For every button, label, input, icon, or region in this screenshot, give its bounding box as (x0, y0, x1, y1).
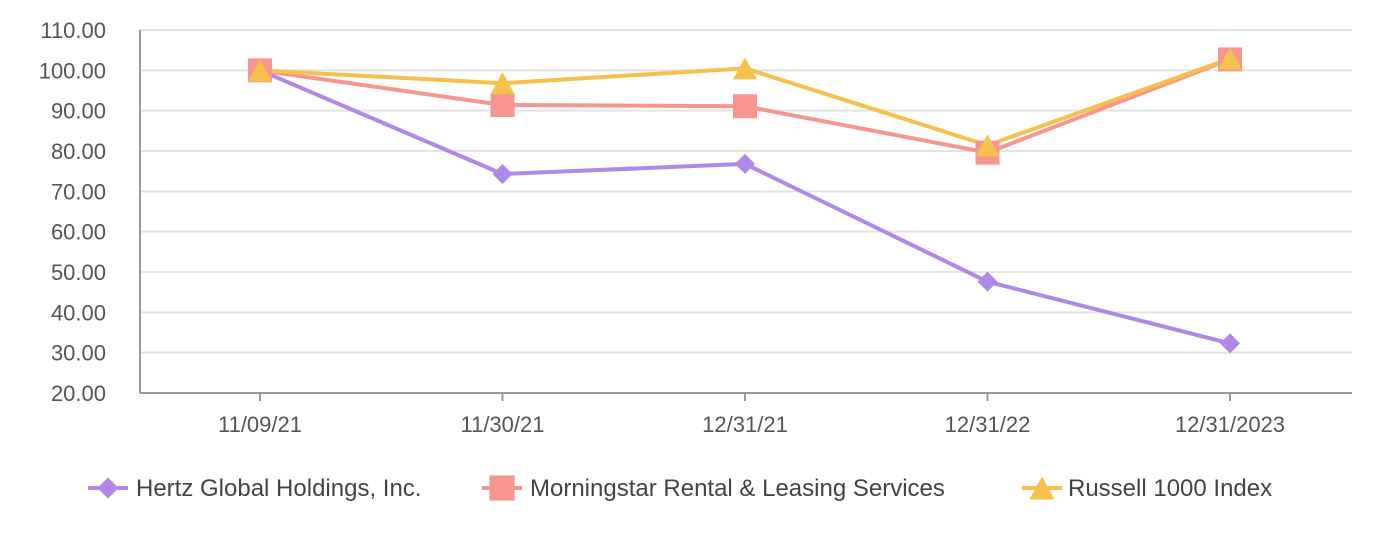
y-tick-labels: 20.00 30.00 40.00 50.00 60.00 70.00 80.00 90.00… (39, 18, 106, 406)
y-tick-label: 20.00 (51, 381, 106, 406)
data-point-marker (490, 72, 515, 95)
data-point-marker (735, 153, 755, 174)
legend-marker (489, 475, 515, 501)
y-tick-label: 60.00 (51, 220, 106, 245)
x-tick-label: 12/31/2023 (1175, 412, 1285, 437)
legend-marker (97, 477, 119, 499)
legend-label: Morningstar Rental & Leasing Services (530, 475, 945, 502)
y-tick-label: 90.00 (51, 99, 106, 124)
data-point-marker (1220, 333, 1240, 354)
y-tick-label: 110.00 (40, 18, 106, 43)
y-tick-label: 40.00 (51, 300, 106, 325)
data-point-marker (977, 271, 998, 292)
x-tick-label: 12/31/21 (702, 412, 788, 437)
data-point-marker (492, 163, 513, 184)
x-tick-label: 11/09/21 (218, 412, 302, 437)
data-point-marker (248, 59, 272, 82)
x-tick-labels: 11/09/21 11/30/21 12/31/21 12/31/22 12/31/20… (218, 412, 1285, 437)
series-markers (248, 47, 1242, 354)
legend-label: Russell 1000 Index (1068, 475, 1272, 502)
y-tick-label: 80.00 (51, 139, 106, 164)
axes (139, 30, 1352, 394)
data-point-marker (733, 57, 757, 80)
data-point-marker (490, 93, 515, 118)
data-point-marker (975, 134, 1000, 157)
gridlines (140, 29, 1352, 401)
data-point-marker (1218, 47, 1242, 70)
legend-marker (1029, 476, 1055, 500)
y-tick-label: 70.00 (51, 179, 106, 204)
x-tick-label: 11/30/21 (460, 412, 544, 437)
y-tick-label: 30.00 (51, 341, 106, 366)
data-point-marker (733, 94, 757, 119)
y-tick-label: 100.00 (39, 58, 106, 83)
legend: Hertz Global Holdings, Inc. Morningstar R… (88, 475, 1272, 502)
x-tick-label: 12/31/22 (945, 412, 1031, 437)
y-tick-label: 50.00 (51, 260, 106, 285)
legend-label: Hertz Global Holdings, Inc. (136, 475, 421, 502)
